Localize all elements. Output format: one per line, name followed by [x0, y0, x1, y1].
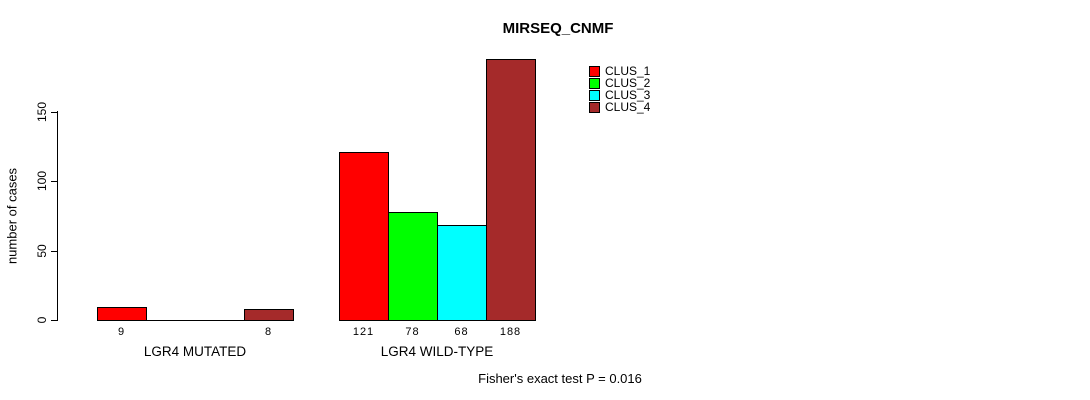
bar-lgr4-wild-type-clus-3 [437, 225, 487, 321]
y-tick-label-100: 100 [35, 170, 49, 192]
y-tick-label-50: 50 [35, 244, 49, 258]
bar-lgr4-mutated-clus-1 [97, 307, 147, 321]
legend: CLUS_1 CLUS_2 CLUS_3 CLUS_4 [589, 65, 650, 113]
legend-row-clus-3: CLUS_3 [589, 89, 650, 101]
category-label-lgr4-mutated: LGR4 MUTATED [143, 344, 247, 359]
legend-row-clus-2: CLUS_2 [589, 77, 650, 89]
y-tick-mark-150 [51, 112, 58, 113]
y-tick-mark-50 [51, 251, 58, 252]
y-tick-mark-100 [51, 181, 58, 182]
bar-value-lgr4-mutated-clus-1: 9 [117, 326, 126, 338]
chart-title: MIRSEQ_CNMF [502, 20, 614, 37]
legend-row-clus-1: CLUS_1 [589, 65, 650, 77]
bar-value-lgr4-wild-type-clus-3: 68 [454, 326, 469, 338]
legend-swatch-icon-clus-3 [589, 89, 600, 101]
legend-label-clus-2: CLUS_2 [605, 76, 651, 90]
bar-value-lgr4-mutated-clus-4: 8 [264, 326, 273, 338]
y-tick-mark-0 [51, 320, 58, 321]
bar-value-lgr4-wild-type-clus-4: 188 [499, 326, 522, 338]
legend-swatch-icon-clus-4 [589, 101, 600, 113]
legend-row-clus-4: CLUS_4 [589, 101, 650, 113]
baseline-lgr4-mutated [97, 320, 294, 321]
y-tick-label-150: 150 [35, 101, 49, 123]
bar-value-lgr4-wild-type-clus-1: 121 [352, 326, 375, 338]
legend-swatch-icon-clus-2 [589, 77, 600, 89]
bar-value-lgr4-wild-type-clus-2: 78 [405, 326, 420, 338]
legend-label-clus-1: CLUS_1 [605, 64, 651, 78]
y-tick-label-0: 0 [35, 316, 49, 324]
bar-lgr4-mutated-clus-4 [244, 309, 294, 321]
category-label-lgr4-wild-type: LGR4 WILD-TYPE [380, 344, 494, 359]
y-axis-label: number of cases [4, 167, 20, 265]
legend-swatch-icon-clus-1 [589, 65, 600, 77]
bar-lgr4-wild-type-clus-2 [388, 212, 438, 321]
bar-lgr4-wild-type-clus-1 [339, 152, 389, 321]
legend-label-clus-4: CLUS_4 [605, 100, 651, 114]
legend-label-clus-3: CLUS_3 [605, 88, 651, 102]
fisher-test-annotation: Fisher's exact test P = 0.016 [478, 371, 642, 386]
bar-lgr4-wild-type-clus-4 [486, 59, 536, 321]
y-axis-line [57, 111, 58, 321]
